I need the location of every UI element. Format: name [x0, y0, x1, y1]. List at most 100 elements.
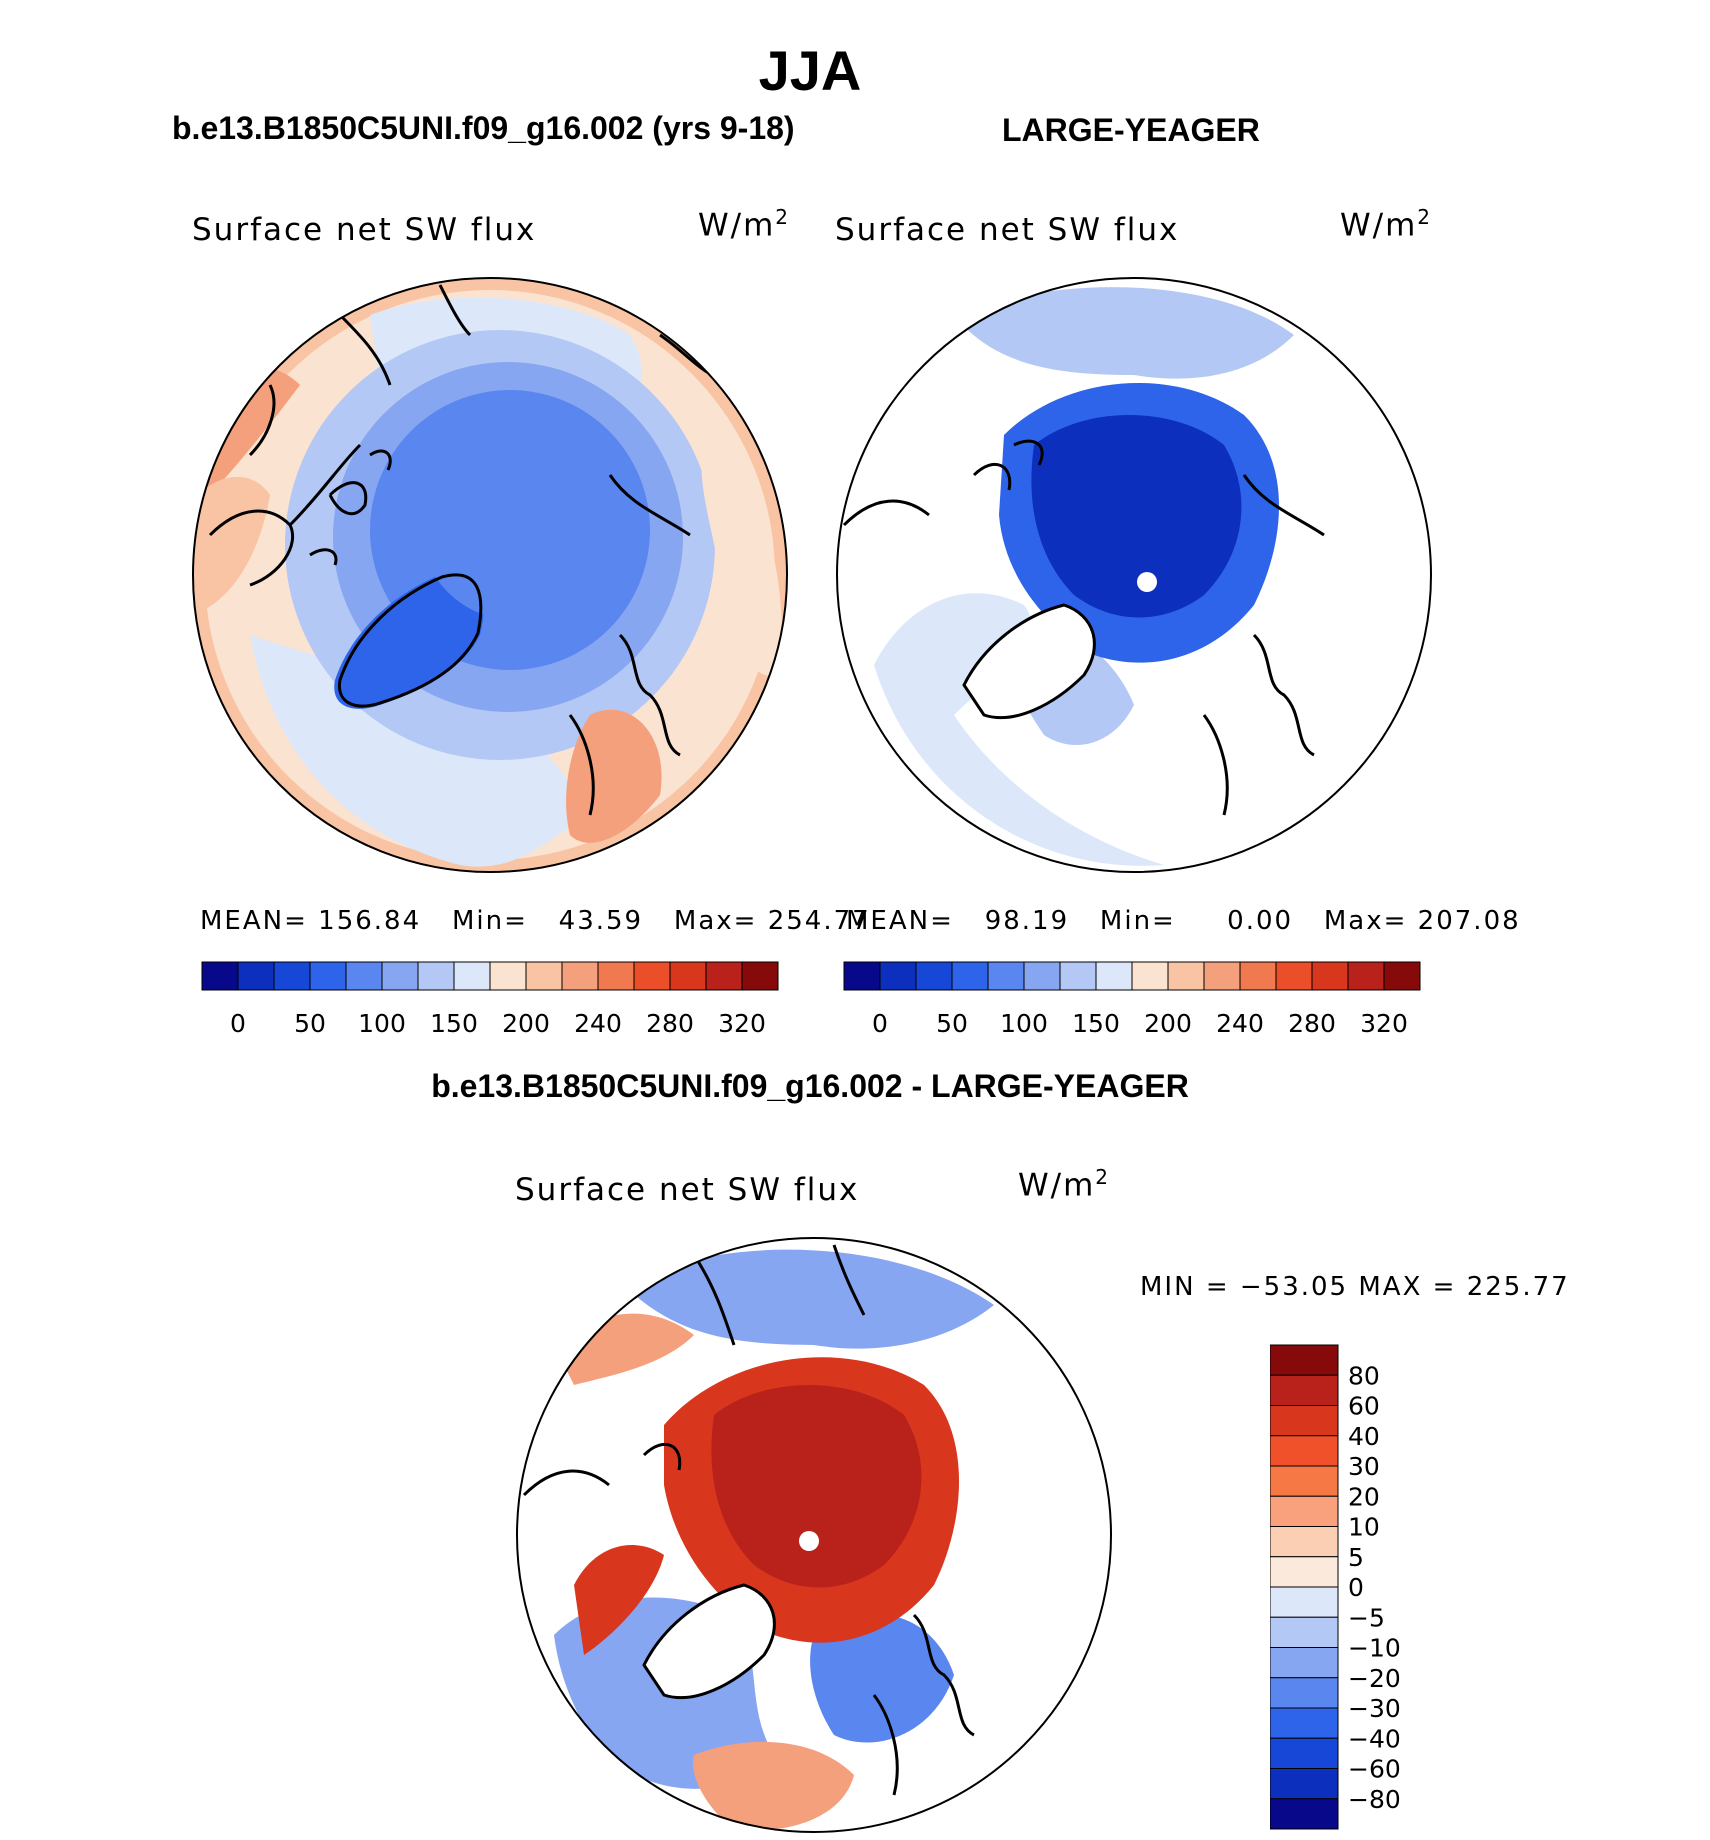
right-colorbar-box	[1095, 961, 1133, 991]
right-coast-eurasia	[1202, 474, 1325, 816]
right-colorbar-box	[951, 961, 989, 991]
right-field-atlantic	[874, 593, 1164, 866]
diff-colorbar-box	[1270, 1647, 1339, 1679]
diff-colorbar-box	[1270, 1616, 1339, 1648]
right-colorbar-tick-label: 240	[1216, 1009, 1264, 1038]
diff-colorbar-tick-label: −5	[1348, 1603, 1385, 1632]
left-colorbar-box	[201, 961, 239, 991]
left-colorbar-box	[381, 961, 419, 991]
left-field-siberia-warm	[701, 425, 782, 677]
left-colorbar-box	[561, 961, 599, 991]
diff-colorbar-tick-label: −60	[1348, 1755, 1401, 1784]
right-colorbar-tick-label: 280	[1288, 1009, 1336, 1038]
diff-coast-canada	[522, 1442, 682, 1497]
left-colorbar-tick-label: 280	[646, 1009, 694, 1038]
right-colorbar-tick-label: 50	[936, 1009, 968, 1038]
left-field-greenland	[334, 573, 484, 709]
right-coast-canada	[842, 439, 1044, 527]
diff-coast-alaska	[692, 1244, 866, 1346]
left-panel-case-title: b.e13.B1850C5UNI.f09_g16.002 (yrs 9-18)	[172, 110, 795, 146]
diff-colorbar-tick-label: 20	[1348, 1482, 1380, 1511]
right-colorbar-box	[1167, 961, 1205, 991]
diff-colorbar-box	[1270, 1374, 1339, 1406]
diff-colorbar-tick-label: 60	[1348, 1392, 1380, 1421]
diff-colorbar-box	[1270, 1737, 1339, 1769]
diff-colorbar-box	[1270, 1344, 1339, 1376]
diff-polar-map	[516, 1237, 1112, 1833]
diff-field-europe-pos	[693, 1741, 854, 1831]
right-panel-case-title: LARGE-YEAGER	[1002, 112, 1260, 148]
diff-colorbar-tick-label: 80	[1348, 1361, 1380, 1390]
right-colorbar-tick-label: 0	[872, 1009, 888, 1038]
figure-title: JJA	[758, 39, 862, 102]
left-colorbar-tick-label: 50	[294, 1009, 326, 1038]
left-colorbar-box	[525, 961, 563, 991]
diff-colorbar-tick-label: −20	[1348, 1664, 1401, 1693]
right-field-pacific	[954, 287, 1294, 379]
diff-colorbar-box	[1270, 1798, 1339, 1830]
diff-field-arctic-core	[711, 1385, 922, 1588]
diff-colorbar-tick-label: 40	[1348, 1422, 1380, 1451]
right-field-pole-dot	[1137, 572, 1157, 592]
diff-panel-variable-label: Surface net SW flux	[515, 1172, 860, 1208]
left-coast-canada	[208, 384, 362, 587]
right-colorbar-box	[1203, 961, 1241, 991]
diff-colorbar-tick-label: 5	[1348, 1543, 1364, 1572]
left-coast-greenland	[337, 573, 483, 708]
right-colorbar-tick-label: 320	[1360, 1009, 1408, 1038]
right-panel-variable-label: Surface net SW flux	[835, 212, 1180, 248]
right-panel-stats: MEAN= 98.19 Min= 0.00 Max= 207.08	[846, 906, 1521, 936]
diff-field-norwegian-neg	[810, 1614, 954, 1743]
left-colorbar-tick-label: 240	[574, 1009, 622, 1038]
diff-colorbar-box	[1270, 1677, 1339, 1709]
left-map-border	[192, 277, 788, 873]
diff-colorbar-box	[1270, 1465, 1339, 1497]
right-polar-map	[836, 277, 1432, 873]
diff-colorbar-box	[1270, 1707, 1339, 1739]
left-panel-units: W/m2	[698, 205, 791, 244]
right-colorbar-box	[1347, 961, 1385, 991]
right-colorbar-box	[879, 961, 917, 991]
diff-colorbar-box	[1270, 1405, 1339, 1437]
diff-colorbar-box	[1270, 1586, 1339, 1618]
left-coast-alaska	[338, 284, 472, 386]
right-colorbar-box	[1275, 961, 1313, 991]
right-colorbar-box	[1023, 961, 1061, 991]
left-colorbar-box	[309, 961, 347, 991]
left-colorbar-tick-label: 320	[718, 1009, 766, 1038]
right-colorbar-tick-label: 200	[1144, 1009, 1192, 1038]
left-colorbar-box	[597, 961, 635, 991]
diff-colorbar-tick-label: −30	[1348, 1694, 1401, 1723]
right-colorbar-box	[1311, 961, 1349, 991]
left-colorbar-box	[237, 961, 275, 991]
diff-colorbar-tick-label: −80	[1348, 1785, 1401, 1814]
diff-field-greenland-land	[644, 1585, 775, 1698]
right-map-border	[836, 277, 1432, 873]
right-colorbar-box	[1383, 961, 1421, 991]
left-colorbar-box	[489, 961, 527, 991]
diff-colorbar-tick-label: −40	[1348, 1724, 1401, 1753]
diff-colorbar-box	[1270, 1495, 1339, 1527]
diff-map-border	[516, 1237, 1112, 1833]
left-panel-variable-label: Surface net SW flux	[192, 212, 537, 248]
right-colorbar-box	[843, 961, 881, 991]
right-field-greenland-land	[964, 605, 1095, 718]
left-colorbar-tick-label: 200	[502, 1009, 550, 1038]
left-colorbar-tick-label: 100	[358, 1009, 406, 1038]
diff-colorbar-box	[1270, 1768, 1339, 1800]
right-colorbar-tick-label: 150	[1072, 1009, 1120, 1038]
right-colorbar-box	[987, 961, 1025, 991]
left-coast-archipelago	[309, 449, 392, 566]
difference-panel-title: b.e13.B1850C5UNI.f09_g16.002 - LARGE-YEA…	[431, 1068, 1189, 1104]
right-colorbar-box	[1131, 961, 1169, 991]
left-field-arctic-core	[420, 430, 610, 620]
left-colorbar-box	[273, 961, 311, 991]
left-colorbar-box	[345, 961, 383, 991]
diff-colorbar-box	[1270, 1556, 1339, 1588]
left-colorbar-box	[669, 961, 707, 991]
diff-field-hudson-pos	[574, 1545, 664, 1655]
diff-colorbar-box	[1270, 1435, 1339, 1467]
diff-panel-minmax: MIN = −53.05 MAX = 225.77	[1140, 1272, 1570, 1302]
right-colorbar-box	[1059, 961, 1097, 991]
